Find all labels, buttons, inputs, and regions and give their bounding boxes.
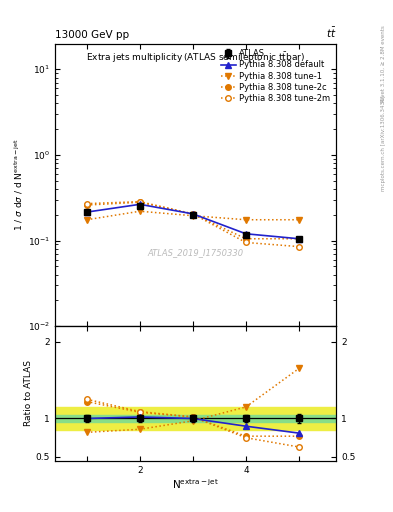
Pythia 8.308 tune-1 <box>191 212 195 219</box>
Legend: ATLAS, Pythia 8.308 default, Pythia 8.308 tune-1, Pythia 8.308 tune-2c, Pythia 8: ATLAS, Pythia 8.308 default, Pythia 8.30… <box>219 48 332 104</box>
Pythia 8.308 tune-2m <box>297 244 301 250</box>
Pythia 8.308 default <box>244 231 248 237</box>
Line: Pythia 8.308 tune-2m: Pythia 8.308 tune-2m <box>84 199 302 249</box>
Text: $t\bar{t}$: $t\bar{t}$ <box>325 26 336 40</box>
Pythia 8.308 default <box>84 209 89 215</box>
Y-axis label: 1 / $\sigma$ d$\sigma$ / d N$^{\mathrm{extra-jet}}$: 1 / $\sigma$ d$\sigma$ / d N$^{\mathrm{e… <box>13 138 25 231</box>
Text: Extra jets multiplicity$\,$(ATLAS semileptonic t$\bar{\rm t}$bar): Extra jets multiplicity$\,$(ATLAS semile… <box>86 51 305 66</box>
Pythia 8.308 tune-1 <box>84 217 89 223</box>
Pythia 8.308 default <box>138 201 142 207</box>
Line: Pythia 8.308 default: Pythia 8.308 default <box>84 202 302 242</box>
Pythia 8.308 default <box>297 236 301 242</box>
Pythia 8.308 tune-2m <box>191 211 195 217</box>
Y-axis label: Ratio to ATLAS: Ratio to ATLAS <box>24 360 33 426</box>
Pythia 8.308 tune-2m <box>84 201 89 207</box>
Pythia 8.308 tune-2c <box>191 211 195 217</box>
Text: 13000 GeV pp: 13000 GeV pp <box>55 30 129 40</box>
Pythia 8.308 tune-2c <box>138 199 142 205</box>
Text: Rivet 3.1.10, ≥ 2.8M events: Rivet 3.1.10, ≥ 2.8M events <box>381 26 386 102</box>
Pythia 8.308 default <box>191 211 195 217</box>
Text: mcplots.cern.ch [arXiv:1306.3436]: mcplots.cern.ch [arXiv:1306.3436] <box>381 96 386 191</box>
Pythia 8.308 tune-2c <box>244 236 248 242</box>
Pythia 8.308 tune-2m <box>138 199 142 205</box>
Text: ATLAS_2019_I1750330: ATLAS_2019_I1750330 <box>147 248 244 257</box>
Pythia 8.308 tune-2c <box>297 236 301 242</box>
Pythia 8.308 tune-1 <box>138 208 142 215</box>
Line: Pythia 8.308 tune-1: Pythia 8.308 tune-1 <box>84 208 302 223</box>
Pythia 8.308 tune-1 <box>244 217 248 223</box>
Pythia 8.308 tune-1 <box>297 217 301 223</box>
Pythia 8.308 tune-2m <box>244 240 248 246</box>
Line: Pythia 8.308 tune-2c: Pythia 8.308 tune-2c <box>84 200 302 242</box>
X-axis label: N$^{\mathrm{extra-jet}}$: N$^{\mathrm{extra-jet}}$ <box>172 477 219 491</box>
Pythia 8.308 tune-2c <box>84 202 89 208</box>
